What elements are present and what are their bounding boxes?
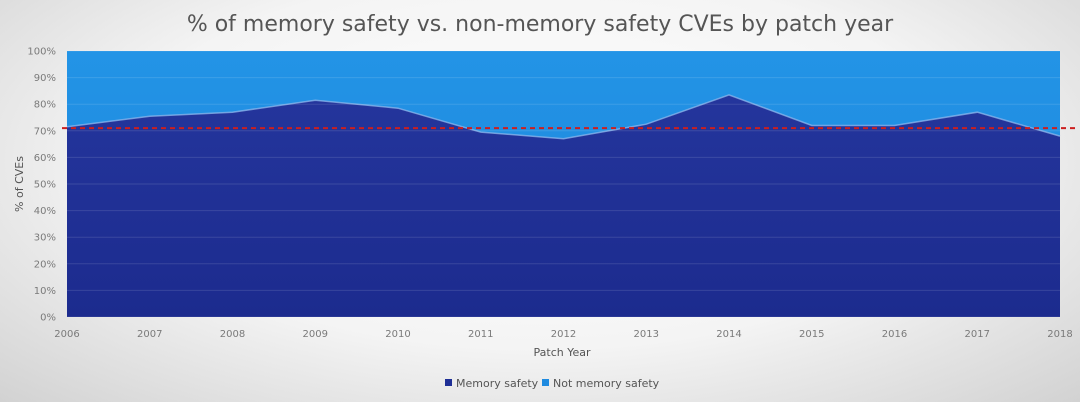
x-tick-label: 2013 [634,329,659,340]
x-tick-label: 2010 [385,329,410,340]
x-tick-label: 2012 [551,329,576,340]
y-axis-ticks: 0% 10% 20% 30% 40% 50% 60% 70% 80% 90% 100% [27,47,56,324]
x-axis-ticks: 2006 2007 2008 2009 2010 2011 2012 2013 2014 2015… [54,329,1072,340]
x-tick-label: 2018 [1047,329,1072,340]
x-tick-label: 2009 [303,329,328,340]
x-tick-label: 2015 [799,329,824,340]
legend: Memory safety Not memory safety [445,377,660,390]
legend-label-memory-safety: Memory safety [456,377,539,390]
x-tick-label: 2016 [882,329,907,340]
legend-swatch-memory-safety [445,379,452,386]
x-tick-label: 2006 [54,329,79,340]
area-memory-safety [67,94,1060,318]
x-tick-label: 2011 [468,329,493,340]
plot-area [62,50,1078,318]
legend-item-memory-safety[interactable]: Memory safety [445,377,539,390]
y-tick-label: 50% [34,180,56,191]
y-tick-label: 100% [27,47,56,58]
x-tick-label: 2017 [965,329,990,340]
y-tick-label: 60% [34,153,56,164]
y-tick-label: 70% [34,126,56,137]
y-tick-label: 0% [40,313,56,324]
y-tick-label: 40% [34,206,56,217]
x-tick-label: 2008 [220,329,245,340]
legend-item-not-memory-safety[interactable]: Not memory safety [542,377,660,390]
y-tick-label: 90% [34,73,56,84]
x-axis-label: Patch Year [534,346,591,359]
y-tick-label: 10% [34,286,56,297]
legend-swatch-not-memory-safety [542,379,549,386]
x-tick-label: 2007 [137,329,162,340]
gridlines [67,50,1060,318]
y-tick-label: 80% [34,100,56,111]
y-axis-label: % of CVEs [13,156,26,212]
chart-title: % of memory safety vs. non-memory safety… [187,12,894,37]
y-tick-label: 30% [34,233,56,244]
y-tick-label: 20% [34,259,56,270]
x-tick-label: 2014 [716,329,741,340]
series-boundary-line [66,94,1061,140]
legend-label-not-memory-safety: Not memory safety [553,377,660,390]
